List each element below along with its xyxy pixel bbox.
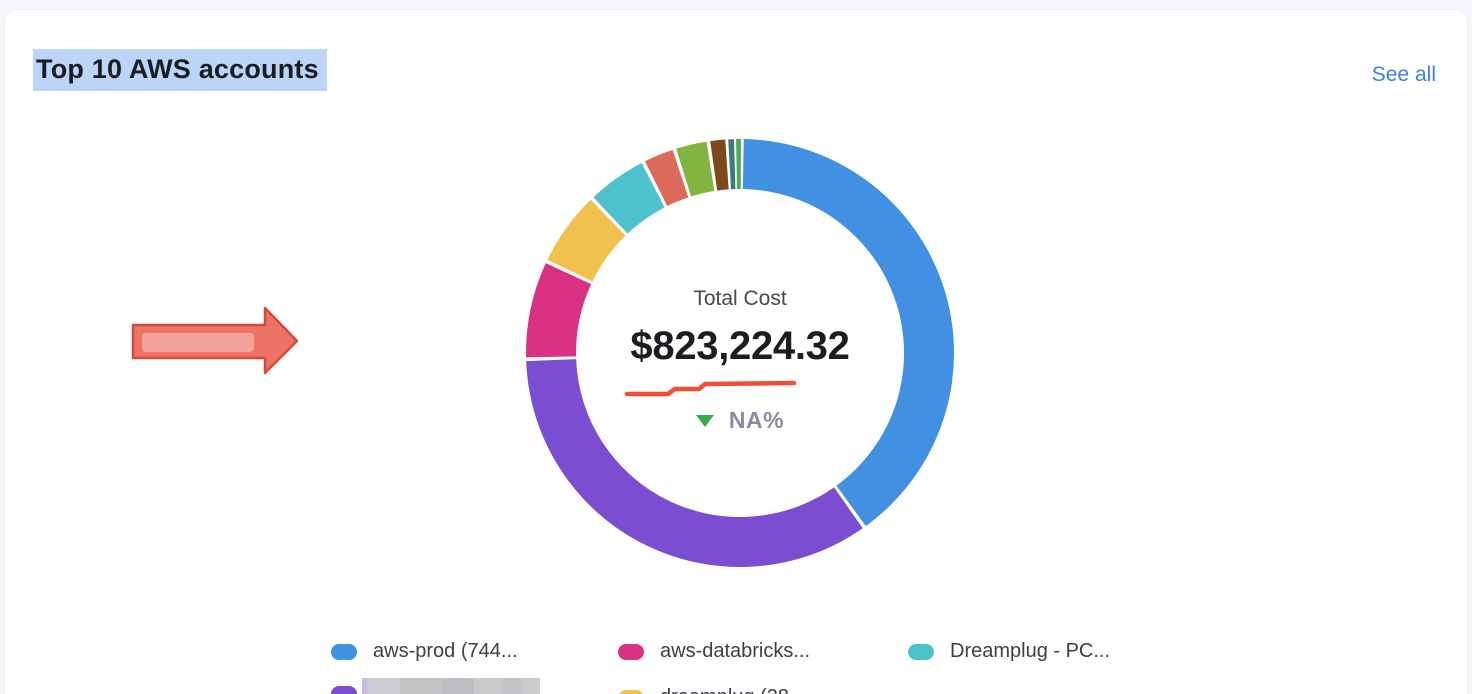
trend-sparkline bbox=[624, 380, 797, 397]
legend-item-redacted[interactable] bbox=[331, 686, 357, 694]
legend-swatch bbox=[618, 643, 644, 660]
donut-segment[interactable] bbox=[547, 199, 626, 282]
donut-chart: Total Cost $823,224.32 NA% bbox=[510, 123, 970, 583]
donut-svg bbox=[525, 138, 955, 568]
legend-item-aws-prod[interactable]: aws-prod (744... bbox=[331, 640, 518, 663]
annotation-redacted-text bbox=[142, 333, 254, 352]
legend-swatch bbox=[618, 689, 644, 694]
legend-swatch bbox=[908, 643, 934, 660]
legend-swatch bbox=[331, 686, 357, 694]
trend-value: NA% bbox=[728, 407, 785, 433]
annotation-arrow-shape bbox=[131, 306, 299, 375]
donut-segment[interactable] bbox=[742, 139, 955, 527]
legend-swatch bbox=[331, 643, 357, 660]
card-header: Top 10 AWS accounts See all bbox=[5, 10, 1467, 110]
top-accounts-card: Top 10 AWS accounts See all Total Cost $… bbox=[5, 10, 1467, 694]
legend-item-dreamplug[interactable]: dreamplug (28... bbox=[618, 686, 806, 694]
donut-segment[interactable] bbox=[593, 162, 665, 234]
trend-row: NA% bbox=[510, 407, 970, 434]
trend-down-icon bbox=[695, 414, 714, 427]
legend-label: aws-prod (744... bbox=[373, 640, 518, 662]
see-all-link[interactable]: See all bbox=[1371, 63, 1436, 86]
donut-segment[interactable] bbox=[728, 139, 736, 190]
legend-item-aws-databricks[interactable]: aws-databricks... bbox=[618, 640, 810, 663]
donut-segment[interactable] bbox=[525, 263, 592, 358]
donut-segment[interactable] bbox=[526, 359, 863, 568]
total-cost-value: $823,224.32 bbox=[630, 324, 850, 368]
total-cost-label: Total Cost bbox=[693, 287, 787, 310]
page-title-text: Top 10 AWS accounts bbox=[33, 49, 327, 91]
donut-segment[interactable] bbox=[676, 141, 715, 197]
page-title: Top 10 AWS accounts bbox=[33, 49, 327, 91]
donut-segment[interactable] bbox=[710, 139, 729, 191]
legend-label: aws-databricks... bbox=[660, 640, 811, 662]
legend-item-dreamplug-pc[interactable]: Dreamplug - PC... bbox=[908, 640, 1110, 663]
redacted-legend-label bbox=[362, 678, 540, 694]
legend-label: dreamplug (28... bbox=[660, 686, 806, 694]
donut-segment[interactable] bbox=[644, 149, 689, 207]
donut-segment[interactable] bbox=[736, 138, 741, 190]
legend-label: Dreamplug - PC... bbox=[950, 640, 1111, 662]
